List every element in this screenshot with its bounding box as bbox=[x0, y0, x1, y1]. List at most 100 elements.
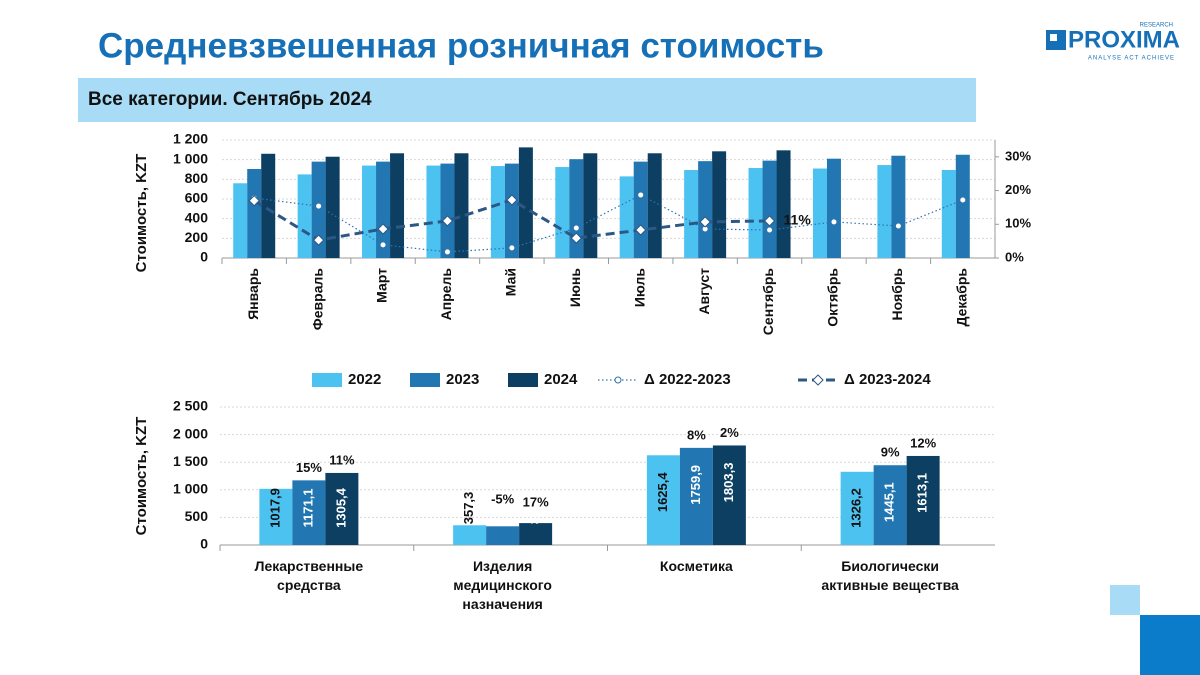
bar bbox=[555, 167, 570, 258]
marker bbox=[443, 248, 451, 256]
change-label: 11% bbox=[329, 452, 355, 467]
marker bbox=[572, 224, 580, 232]
x-tick-label: Май bbox=[503, 268, 519, 296]
bar bbox=[955, 154, 970, 258]
legend-label: 2022 bbox=[348, 371, 381, 388]
legend-swatch bbox=[410, 373, 440, 387]
bar bbox=[454, 153, 469, 258]
x-tick-label: Изделия медицинского назначения bbox=[453, 558, 552, 612]
logo-top: RESEARCH bbox=[1140, 23, 1173, 29]
bar bbox=[762, 160, 777, 258]
decor bbox=[1140, 615, 1200, 675]
x-tick-label: Октябрь bbox=[825, 268, 841, 327]
x-tick-label: Лекарственные средства bbox=[254, 558, 364, 593]
bar bbox=[311, 161, 326, 258]
y-tick-label: 0 bbox=[200, 536, 208, 552]
change-label: 15% bbox=[296, 460, 322, 475]
data-label: 1171,1 bbox=[300, 488, 315, 527]
bar bbox=[261, 153, 276, 258]
bar bbox=[486, 526, 520, 545]
marker bbox=[894, 222, 902, 230]
y-tick-label: 2 500 bbox=[173, 398, 208, 414]
y-tick-label: 500 bbox=[185, 508, 209, 524]
bar bbox=[518, 147, 533, 258]
bar bbox=[840, 471, 874, 545]
y-tick-label: 1 500 bbox=[173, 453, 208, 469]
y-tick-label: 800 bbox=[185, 170, 209, 186]
marker bbox=[248, 194, 260, 207]
bar bbox=[684, 169, 699, 258]
marker bbox=[508, 244, 516, 252]
x-tick-label: Декабрь bbox=[953, 268, 969, 327]
marker bbox=[637, 191, 645, 199]
bar bbox=[712, 445, 746, 545]
change-label: 2% bbox=[720, 425, 739, 440]
subtitle-banner bbox=[78, 78, 976, 122]
bar bbox=[259, 488, 293, 545]
legend-label: Δ 2022-2023 bbox=[644, 371, 731, 388]
legend-label: 2023 bbox=[446, 371, 479, 388]
marker bbox=[635, 224, 647, 236]
legend-swatch bbox=[508, 373, 538, 387]
x-tick-label: Косметика bbox=[659, 558, 733, 574]
bar bbox=[712, 151, 727, 258]
bar bbox=[440, 163, 455, 258]
y2-tick-label: 0% bbox=[1005, 249, 1024, 264]
change-label: -5% bbox=[491, 492, 515, 507]
bar bbox=[519, 523, 553, 545]
legend-label: 2024 bbox=[544, 371, 578, 388]
y-axis-label: Стоимость, KZT bbox=[133, 417, 150, 536]
data-label: 1445,1 bbox=[882, 482, 897, 522]
y-tick-label: 200 bbox=[185, 229, 209, 245]
bar bbox=[247, 169, 262, 258]
data-label: 1613,1 bbox=[915, 473, 930, 513]
marker bbox=[379, 241, 387, 249]
change-label: 12% bbox=[910, 435, 936, 450]
data-label: 1803,3 bbox=[721, 463, 736, 503]
logo-icon-inner bbox=[1050, 34, 1057, 41]
data-label: 1326,2 bbox=[849, 488, 864, 528]
legend-label: Δ 2023-2024 bbox=[844, 371, 931, 388]
bar bbox=[453, 525, 487, 545]
bar bbox=[877, 165, 892, 258]
y2-tick-label: 30% bbox=[1005, 148, 1031, 163]
bar bbox=[906, 455, 940, 545]
data-label: 1305,4 bbox=[333, 487, 348, 528]
change-label: 9% bbox=[881, 445, 900, 460]
bar bbox=[390, 153, 405, 258]
legend-marker bbox=[614, 376, 622, 384]
y-tick-label: 2 000 bbox=[173, 425, 208, 441]
bar bbox=[297, 174, 312, 258]
x-tick-label: Июль bbox=[631, 268, 647, 308]
bar bbox=[748, 168, 763, 258]
marker bbox=[441, 215, 454, 227]
bar bbox=[891, 155, 906, 258]
y-tick-label: 0 bbox=[200, 249, 208, 265]
bar bbox=[679, 447, 713, 545]
data-label: 396,7 bbox=[527, 492, 542, 525]
bar bbox=[233, 183, 248, 258]
marker bbox=[766, 226, 774, 234]
marker bbox=[699, 216, 711, 228]
data-label: 1625,4 bbox=[655, 472, 670, 513]
y-tick-label: 1 000 bbox=[173, 481, 208, 497]
marker bbox=[312, 234, 325, 246]
line bbox=[254, 194, 964, 253]
x-tick-label: Август bbox=[696, 268, 712, 315]
legend-swatch bbox=[312, 373, 342, 387]
bar bbox=[812, 168, 827, 258]
x-tick-label: Март bbox=[374, 268, 390, 303]
bar bbox=[325, 156, 340, 258]
data-label: 11% bbox=[784, 212, 812, 228]
y-axis-label: Стоимость, KZT bbox=[133, 154, 150, 273]
data-label: 338,7 bbox=[494, 492, 509, 525]
marker bbox=[830, 218, 838, 226]
bar bbox=[569, 159, 584, 258]
data-label: 1759,9 bbox=[688, 465, 703, 505]
change-label: 8% bbox=[687, 427, 706, 442]
legend-marker bbox=[812, 374, 824, 386]
data-label: 357,3 bbox=[461, 492, 476, 525]
y-tick-label: 1 200 bbox=[173, 131, 208, 147]
subtitle: Все категории. Сентябрь 2024 bbox=[88, 89, 372, 110]
